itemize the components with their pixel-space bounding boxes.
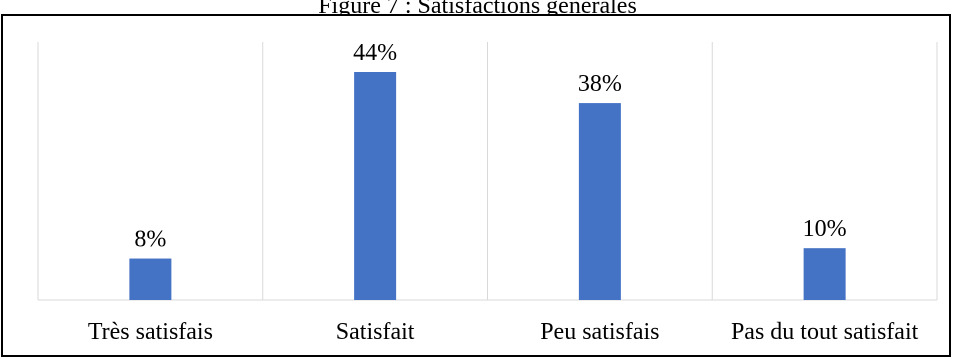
x-tick-label: Satisfait	[336, 319, 415, 345]
bar	[578, 103, 621, 300]
data-label: 38%	[578, 71, 622, 97]
bar	[803, 248, 846, 300]
bar	[354, 72, 397, 300]
data-label: 10%	[803, 216, 847, 242]
x-tick-label: Peu satisfais	[540, 319, 659, 345]
x-tick-label: Pas du tout satisfait	[731, 319, 919, 345]
data-label: 44%	[353, 40, 397, 66]
data-label: 8%	[134, 227, 166, 253]
bar	[129, 258, 172, 300]
x-tick-label: Très satisfais	[88, 319, 213, 345]
